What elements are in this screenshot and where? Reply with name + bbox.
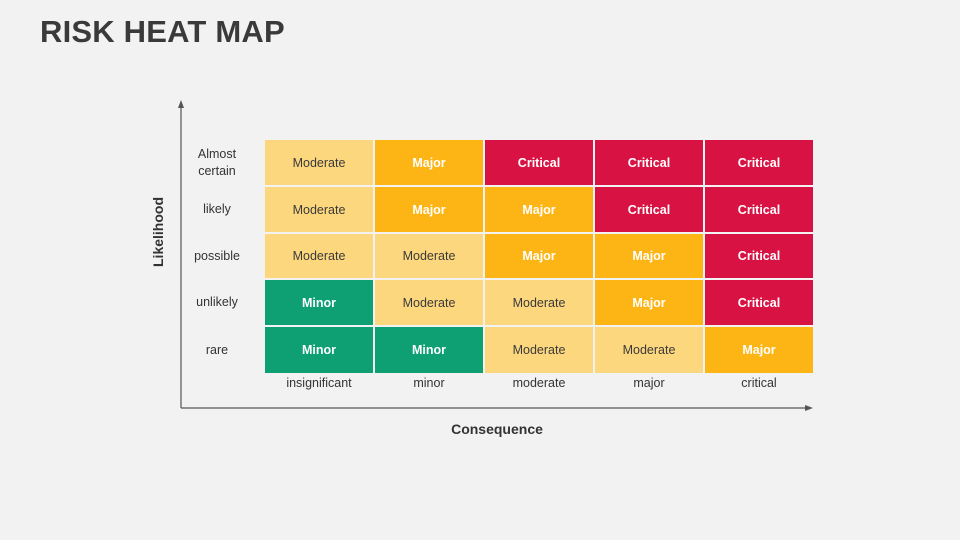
consequence-label-insignificant: insignificant <box>286 376 352 390</box>
likelihood-label-unlikely: unlikely <box>196 295 238 309</box>
consequence-label-minor: minor <box>413 376 445 390</box>
cell-r2-c1: Moderate <box>265 187 373 232</box>
consequence-label-critical: critical <box>741 376 777 390</box>
likelihood-label-rare: rare <box>205 342 229 357</box>
cell-r3-c2: Moderate <box>375 234 483 278</box>
x-axis-arrow <box>805 405 813 411</box>
likelihood-label-likely: likely <box>203 202 231 216</box>
cell-r4-c3: Moderate <box>485 280 593 325</box>
cell-r2-c5: Critical <box>705 187 813 232</box>
cell-r3-c1: Moderate <box>265 234 373 278</box>
cell-r3-c5: Critical <box>705 234 813 278</box>
likelihood-label-possible: possible <box>194 248 240 263</box>
cell-r5-c4: Moderate <box>595 327 703 373</box>
cell-r5-c2: Minor <box>375 327 483 373</box>
x-axis-title: Consequence <box>451 421 543 437</box>
likelihood-label-almost-certain: Almost certain <box>197 146 237 178</box>
cell-r4-c4: Major <box>595 280 703 325</box>
cell-r1-c1: Moderate <box>265 140 373 185</box>
cell-r4-c5: Critical <box>705 280 813 325</box>
cell-r1-c4: Critical <box>595 140 703 185</box>
cell-r1-c3: Critical <box>485 140 593 185</box>
consequence-label-moderate: moderate <box>512 376 566 390</box>
cell-r3-c4: Major <box>595 234 703 278</box>
cell-r5-c5: Major <box>705 327 813 373</box>
cell-r5-c1: Minor <box>265 327 373 373</box>
consequence-label-major: major <box>633 376 665 390</box>
cell-r4-c1: Minor <box>265 280 373 325</box>
cell-r4-c2: Moderate <box>375 280 483 325</box>
cell-r5-c3: Moderate <box>485 327 593 373</box>
cell-r1-c2: Major <box>375 140 483 185</box>
cell-r3-c3: Major <box>485 234 593 278</box>
cell-r2-c2: Major <box>375 187 483 232</box>
page-title: RISK HEAT MAP <box>40 14 285 49</box>
y-axis-arrow <box>178 100 184 108</box>
cell-r2-c3: Major <box>485 187 593 232</box>
cell-r1-c5: Critical <box>705 140 813 185</box>
cell-r2-c4: Critical <box>595 187 703 232</box>
y-axis-title: Likelihood <box>150 197 166 267</box>
